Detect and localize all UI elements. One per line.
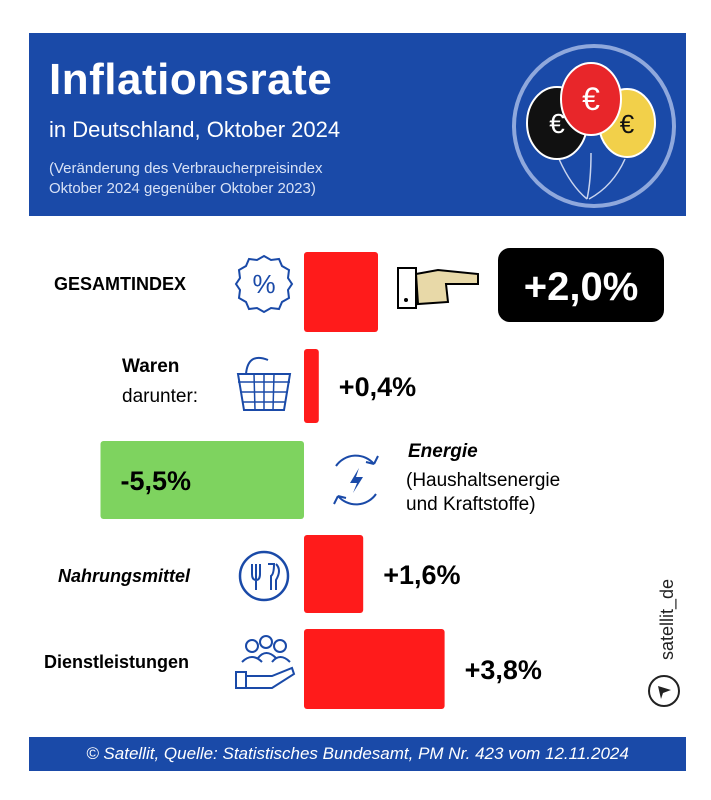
note-line-2: Oktober 2024 gegenüber Oktober 2023)	[49, 180, 316, 197]
euro-balloons-icon: € € €	[512, 44, 676, 208]
brand-name: satellit_de	[657, 578, 677, 660]
bar-dienstleistungen	[304, 629, 445, 709]
page-subtitle: in Deutschland, Oktober 2024	[49, 117, 341, 142]
category-label-gesamtindex: GESAMTINDEX	[54, 274, 186, 294]
category-sublabel-energie-2: und Kraftstoffe)	[406, 494, 536, 515]
bar-gesamtindex	[304, 252, 378, 332]
header-banner: Inflationsrate in Deutschland, Oktober 2…	[29, 33, 686, 216]
category-sublabel-energie-1: (Haushaltsenergie	[406, 470, 560, 491]
category-label-waren: Waren	[122, 356, 179, 377]
percent-icon: %	[234, 254, 294, 314]
red-balloon	[560, 62, 622, 136]
bar-energie	[100, 441, 304, 519]
total-value-box	[498, 248, 664, 322]
brand-logo-icon	[648, 675, 680, 707]
cutlery-icon	[238, 550, 290, 602]
category-label-dienstleistungen: Dienstleistungen	[44, 652, 189, 672]
header-note: (Veränderung des Verbraucherpreisindex O…	[49, 159, 323, 199]
bar-nahrungsmittel	[304, 535, 364, 613]
value-label-gesamtindex: +2,0%	[524, 265, 639, 309]
service-icon	[235, 635, 296, 689]
svg-text:%: %	[252, 269, 275, 299]
value-label-energie: -5,5%	[121, 466, 192, 496]
energy-icon	[333, 454, 379, 506]
balloon-euro-1: €	[549, 108, 565, 139]
page-title: Inflationsrate	[49, 55, 333, 104]
balloon-euro-2: €	[582, 81, 600, 117]
balloon-euro-3: €	[620, 109, 635, 139]
category-label-nahrungsmittel: Nahrungsmittel	[58, 566, 191, 586]
pointing-hand-icon	[397, 267, 479, 309]
inflation-bar-chart: GESAMTINDEX Waren darunter: Energie (Hau…	[44, 248, 664, 709]
basket-icon	[236, 356, 292, 411]
value-label-nahrungsmittel: +1,6%	[383, 560, 460, 590]
value-label-waren: +0,4%	[339, 372, 416, 402]
note-line-1: (Veränderung des Verbraucherpreisindex	[49, 160, 323, 177]
value-labels-group: +2,0% +0,4% -5,5% +1,6% +3,8%	[121, 248, 664, 685]
category-label-energie: Energie	[408, 441, 478, 462]
value-label-dienstleistungen: +3,8%	[465, 655, 542, 685]
category-sublabel-waren: darunter:	[122, 386, 198, 407]
bar-waren	[304, 349, 319, 423]
bars-group	[100, 252, 445, 709]
footer-source: © Satellit, Quelle: Statistisches Bundes…	[29, 737, 686, 771]
